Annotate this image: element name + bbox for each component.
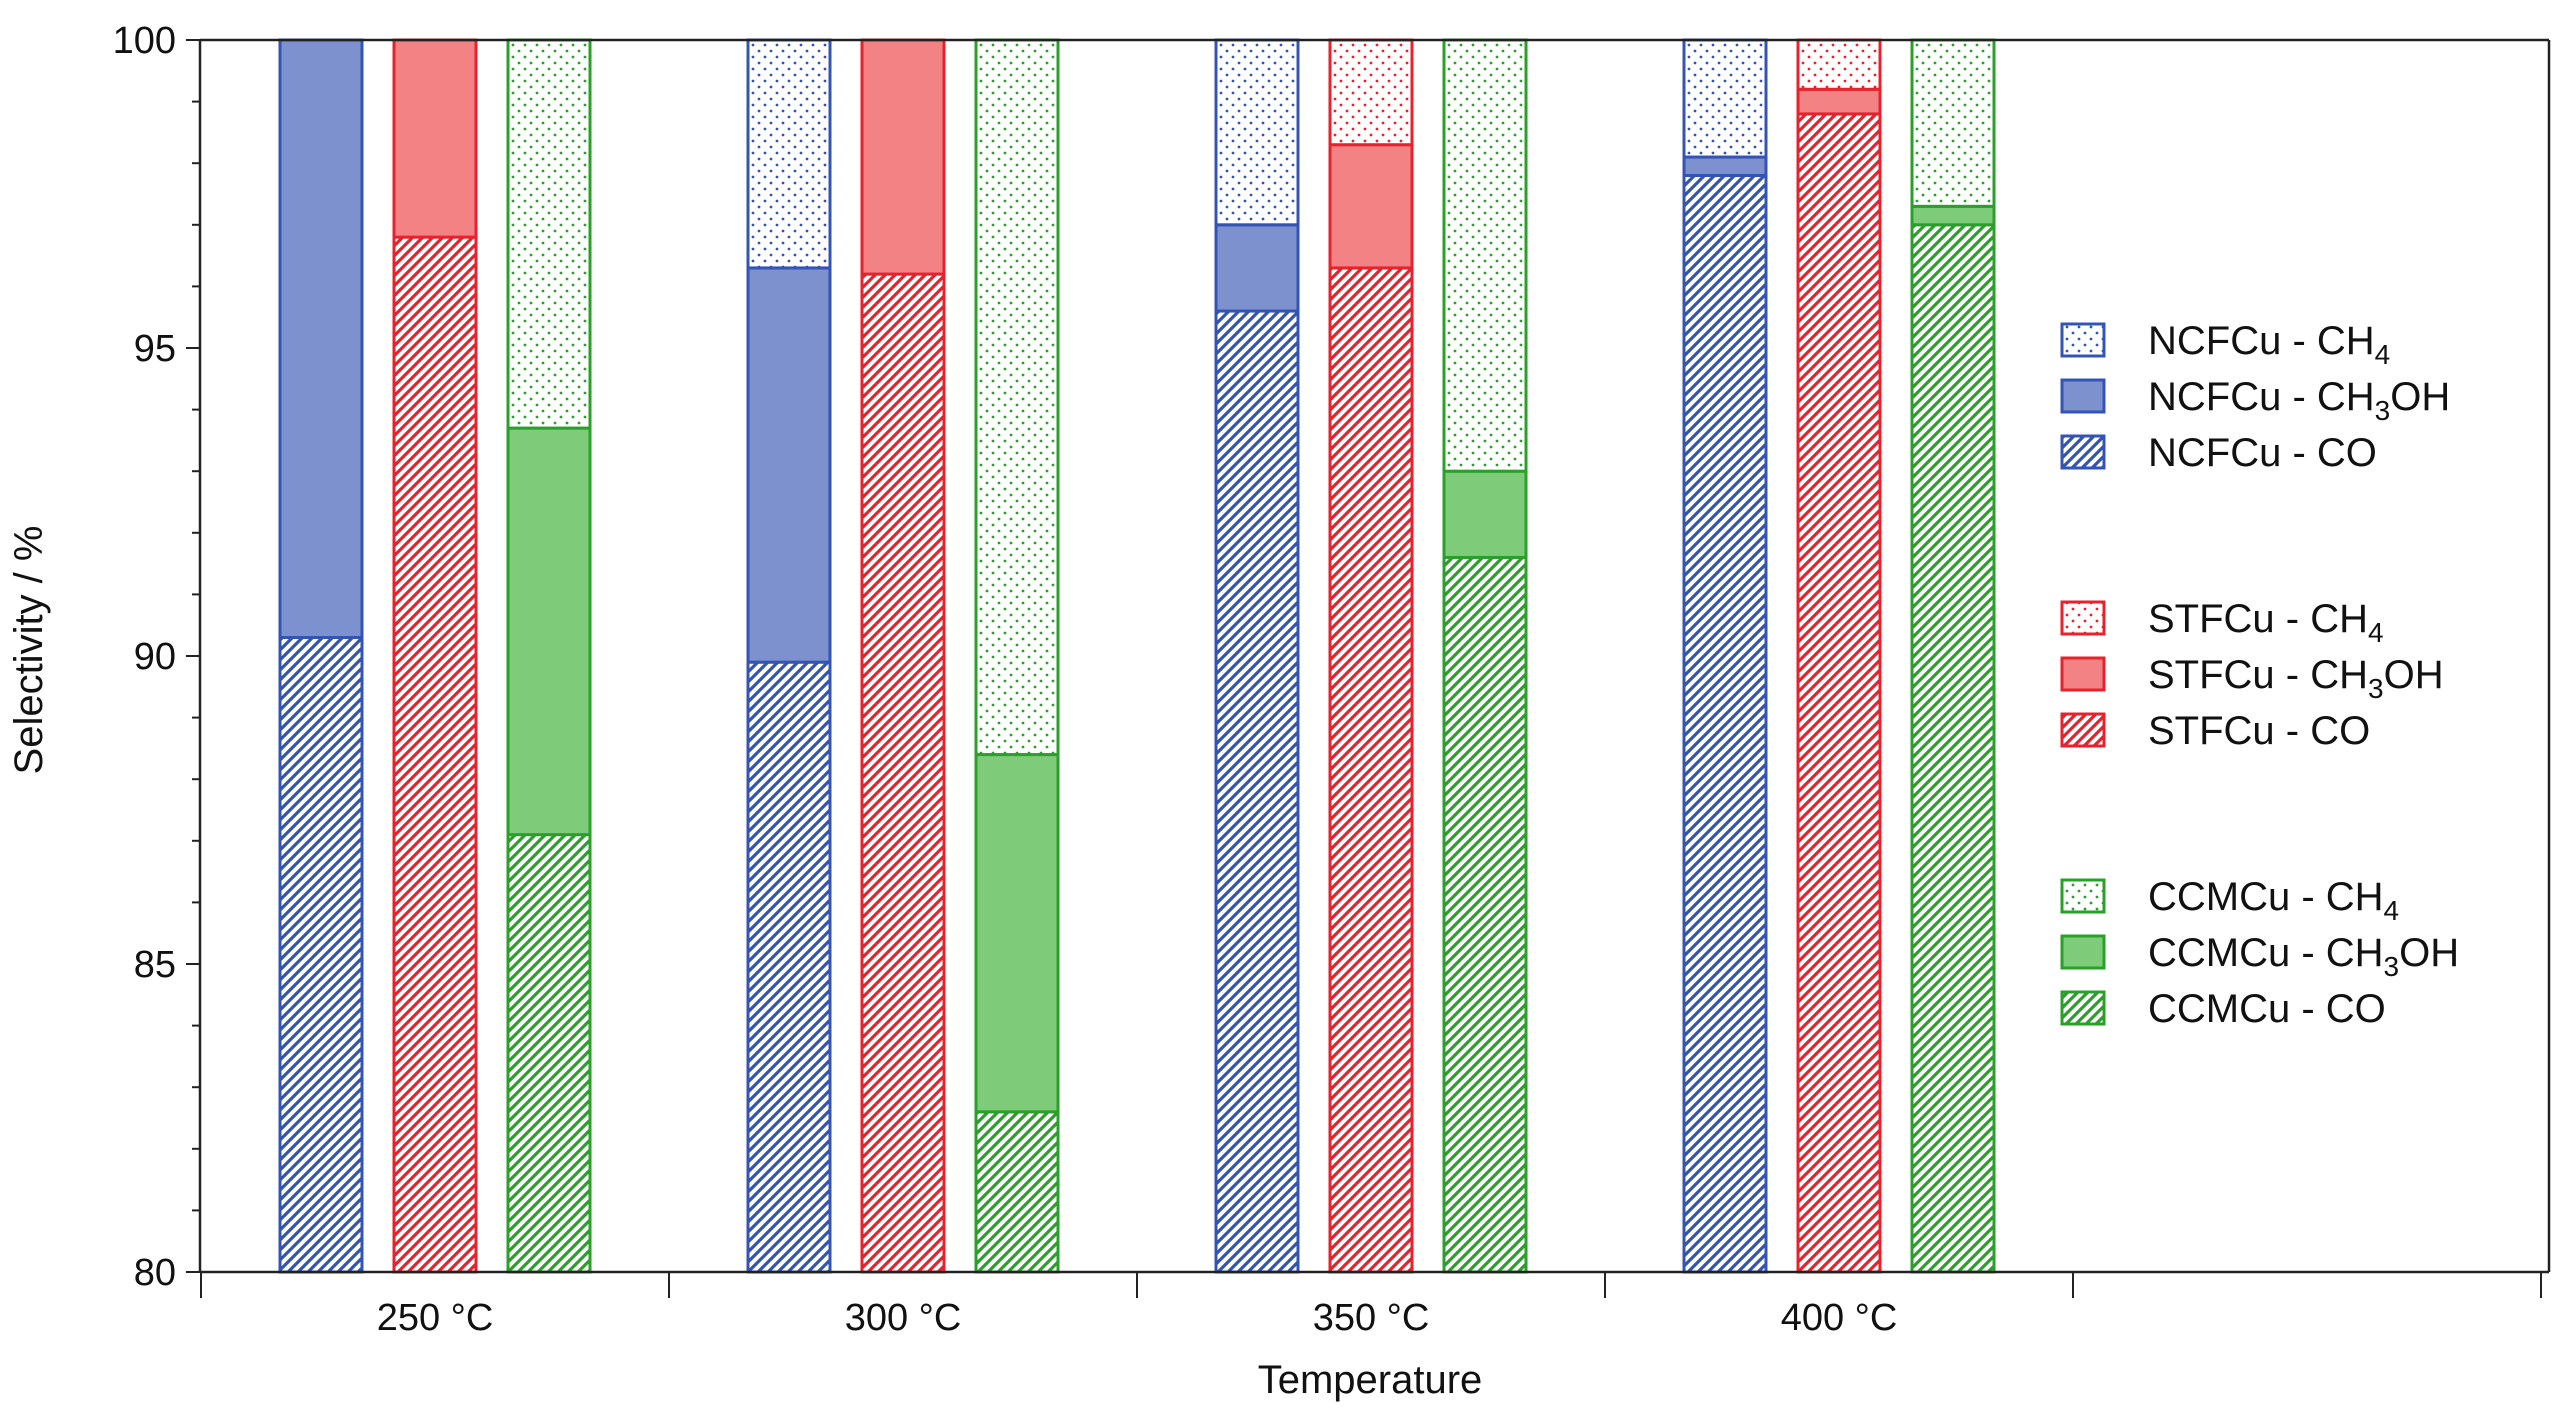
bar-stfcu-co-250 — [392, 235, 478, 1274]
legend-label-stfcu-ch3oh: STFCu - CH3OH — [2148, 653, 2444, 704]
y-tick-label: 90 — [134, 636, 176, 678]
legend-label-stfcu-ch4: STFCu - CH4 — [2148, 597, 2384, 648]
bar-stfcu-ch3oh-250 — [392, 38, 478, 239]
axes-layer: 80 85 90 95 100 250 °C 300 °C 350 °C 400 °C — [113, 20, 2551, 1339]
bar-ccmcu-co-350 — [1442, 555, 1528, 1274]
y-tick-label: 80 — [134, 1252, 176, 1294]
bar-ccmcu-ch4-250 — [506, 38, 592, 430]
legend-swatch-ncfcu-ch4 — [2060, 322, 2106, 358]
legend-label-ccmcu-ch4: CCMCu - CH4 — [2148, 875, 2399, 926]
bar-stfcu-ch4-350 — [1328, 38, 1414, 147]
legend-label-ncfcu-ch3oh: NCFCu - CH3OH — [2148, 375, 2450, 426]
bar-ccmcu-ch3oh-400 — [1910, 204, 1996, 227]
x-axis-title: Temperature — [1258, 1358, 1483, 1402]
y-tick-label: 100 — [113, 20, 176, 62]
bar-ccmcu-ch4-350 — [1442, 38, 1528, 473]
bar-ncfcu-co-250 — [278, 636, 364, 1274]
legend-swatch-ccmcu-ch3oh — [2060, 934, 2106, 970]
legend-swatch-stfcu-ch4 — [2060, 600, 2106, 636]
legend-swatch-stfcu-co — [2060, 712, 2106, 748]
legend-label-ncfcu-ch4: NCFCu - CH4 — [2148, 319, 2390, 370]
bar-stfcu-ch3oh-350 — [1328, 143, 1414, 270]
y-tick-label: 95 — [134, 328, 176, 370]
bar-stfcu-ch3oh-300 — [860, 38, 946, 276]
legend-label-ccmcu-ch3oh: CCMCu - CH3OH — [2148, 931, 2459, 982]
bar-ncfcu-ch4-400 — [1682, 38, 1768, 159]
bar-ccmcu-co-400 — [1910, 223, 1996, 1274]
bar-stfcu-co-300 — [860, 272, 946, 1274]
x-tick-label: 300 °C — [845, 1297, 962, 1339]
bar-stfcu-ch3oh-400 — [1796, 87, 1882, 116]
bar-ncfcu-co-400 — [1682, 174, 1768, 1274]
x-tick-label: 250 °C — [377, 1297, 494, 1339]
bar-ncfcu-ch4-300 — [746, 38, 832, 270]
legend-label-ncfcu-co: NCFCu - CO — [2148, 431, 2377, 475]
legend-swatch-stfcu-ch3oh — [2060, 656, 2106, 692]
bar-ccmcu-co-250 — [506, 833, 592, 1274]
bar-ncfcu-ch3oh-400 — [1682, 155, 1768, 178]
bar-stfcu-co-400 — [1796, 112, 1882, 1274]
y-tick-label: 85 — [134, 944, 176, 986]
bar-ccmcu-ch3oh-250 — [506, 426, 592, 837]
bar-ncfcu-co-300 — [746, 660, 832, 1274]
bar-ccmcu-ch4-300 — [974, 38, 1060, 757]
legend-swatch-ccmcu-ch4 — [2060, 878, 2106, 914]
bar-ccmcu-ch4-400 — [1910, 38, 1996, 208]
legend-label-stfcu-co: STFCu - CO — [2148, 709, 2370, 753]
bar-ncfcu-ch4-350 — [1214, 38, 1300, 227]
legend-label-ccmcu-co: CCMCu - CO — [2148, 987, 2386, 1031]
bar-ncfcu-ch3oh-350 — [1214, 223, 1300, 313]
bar-ccmcu-ch3oh-350 — [1442, 469, 1528, 559]
x-tick-label: 350 °C — [1313, 1297, 1430, 1339]
legend-swatch-ccmcu-co — [2060, 990, 2106, 1026]
bar-ncfcu-ch3oh-250 — [278, 38, 364, 640]
bar-ncfcu-co-350 — [1214, 309, 1300, 1274]
bars-layer — [278, 38, 1996, 1274]
bar-stfcu-ch4-400 — [1796, 38, 1882, 91]
legend-swatch-ncfcu-co — [2060, 434, 2106, 470]
x-tick-label: 400 °C — [1781, 1297, 1898, 1339]
y-axis-title: Selectivity / % — [7, 526, 51, 775]
bar-stfcu-co-350 — [1328, 266, 1414, 1274]
bar-ccmcu-ch3oh-300 — [974, 753, 1060, 1114]
bar-ccmcu-co-300 — [974, 1110, 1060, 1274]
legend-swatch-ncfcu-ch3oh — [2060, 378, 2106, 414]
bar-ncfcu-ch3oh-300 — [746, 266, 832, 664]
